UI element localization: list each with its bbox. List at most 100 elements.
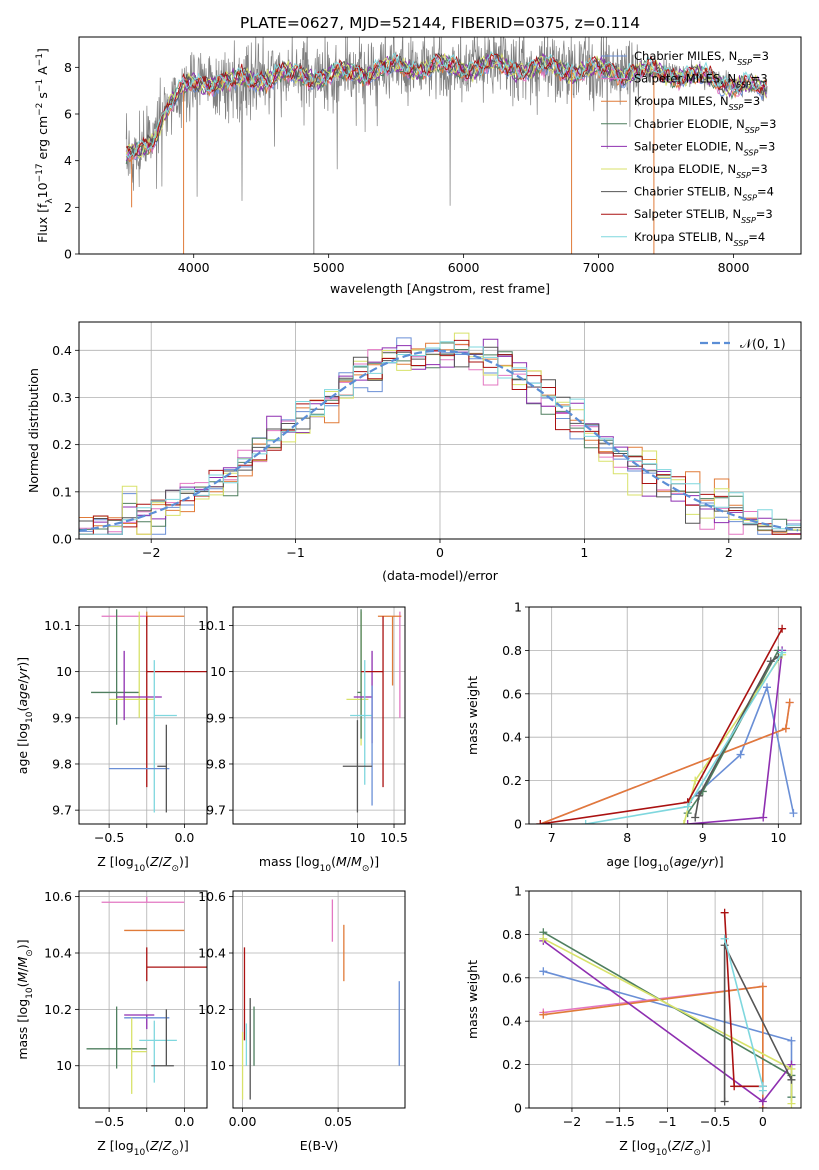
weight-line: [723, 912, 763, 1088]
weight-marker: [539, 967, 548, 976]
weight-series: [720, 941, 796, 1106]
weight-marker: [789, 809, 798, 818]
x-axis-label: Z [log10(Z/Z⊙)]: [97, 1138, 189, 1158]
y-tick-label: 9.8: [52, 756, 72, 771]
mass-vs-metallicity-panel: −0.5 0.0 10 10.2 10.4 10.6 Z [log10(Z/Z⊙)] mass…: [15, 889, 208, 1158]
y-tick-label: 9.7: [52, 803, 72, 818]
x-tick-label: 10: [770, 830, 786, 845]
plot-area: [539, 908, 796, 1108]
y-tick-label: 1: [514, 884, 522, 899]
weight-line: [540, 628, 783, 824]
weight-marker: [787, 1036, 796, 1045]
y-tick-label: 0.4: [502, 1014, 522, 1029]
weight-marker: [785, 698, 794, 707]
x-tick-label: 6000: [448, 260, 480, 275]
axes-frame: [78, 606, 208, 825]
y-tick-label: 9.9: [52, 710, 72, 725]
y-tick-label: 0: [64, 247, 72, 262]
weight-marker: [766, 657, 775, 666]
x-tick-label: 5000: [313, 260, 345, 275]
legend-label: Salpeter MILES, NSSP=3: [634, 72, 768, 90]
x-tick-label: 4000: [178, 260, 210, 275]
histogram-kroupa-stelib: [79, 341, 801, 539]
y-tick-label: 10: [210, 1058, 226, 1073]
legend-label: Kroupa MILES, NSSP=3: [634, 94, 760, 112]
x-tick-label: −0.5: [94, 830, 124, 845]
errorbar-point: [342, 720, 373, 813]
grid-lines: [529, 606, 801, 825]
weight-series: [683, 683, 798, 818]
weight-vs-age-panel: 7 8 9 10 0 0.2 0.4 0.6 0.8 1 age [log10(age/yr)] ma…: [465, 600, 802, 874]
legend-label: Kroupa ELODIE, NSSP=3: [634, 162, 768, 180]
errorbar-point: [153, 660, 177, 813]
plot-area: [536, 624, 798, 824]
plot-area: [86, 896, 207, 1094]
plot-area: [91, 609, 207, 813]
x-axis-label: E(B-V): [300, 1138, 339, 1153]
y-tick-label: 9.7: [206, 803, 226, 818]
weight-marker: [763, 683, 771, 692]
model-spectrum-salpeter-stelib: [125, 53, 767, 158]
y-tick-label: 10: [56, 664, 72, 679]
errorbar-point: [353, 650, 373, 744]
weight-marker: [536, 820, 545, 824]
y-tick-label: 0.2: [52, 437, 72, 452]
y-tick-label: 9.8: [206, 756, 226, 771]
legend-label: Chabrier MILES, NSSP=3: [634, 49, 769, 67]
y-tick-label: 0.0: [52, 532, 72, 547]
spectrum-legend: Chabrier MILES, NSSP=3 Salpeter MILES, NS…: [601, 49, 776, 247]
weight-marker: [730, 1082, 739, 1091]
y-tick-label: 10.4: [44, 946, 72, 961]
x-axis-label: (data-model)/error: [382, 568, 499, 583]
y-tick-label: 1: [514, 600, 522, 615]
weight-marker: [539, 934, 548, 943]
y-tick-label: 4: [64, 153, 72, 168]
y-tick-label: 10.4: [198, 946, 226, 961]
x-axis-label: mass [log10(M/M⊙)]: [259, 854, 379, 874]
weight-marker: [778, 624, 787, 633]
data-spectrum: [125, 37, 768, 206]
errorbar-point: [357, 609, 362, 739]
weight-marker: [691, 813, 700, 822]
x-tick-label: 7: [548, 830, 556, 845]
x-tick-label: −2: [563, 1114, 581, 1129]
plot-area: [342, 609, 402, 813]
errorbar-point: [377, 615, 402, 686]
x-axis-label: age [log10(age/yr)]: [606, 854, 723, 874]
weight-marker: [736, 750, 745, 759]
y-tick-label: 10.2: [44, 1002, 72, 1017]
weight-marker: [787, 1075, 796, 1084]
x-tick-label: 0.05: [324, 1114, 352, 1129]
x-tick-label: −1.5: [604, 1114, 634, 1129]
y-tick-label: 10: [56, 1058, 72, 1073]
mass-vs-ebv-panel: 0.00 0.05 10 10.2 10.4 10.6 E(B-V): [198, 889, 406, 1153]
weight-marker: [720, 1097, 729, 1106]
y-tick-label: 0.6: [502, 970, 522, 985]
weight-marker: [758, 1086, 767, 1095]
y-tick-label: 0.4: [502, 730, 522, 745]
x-tick-label: 2: [725, 545, 733, 560]
x-tick-label: 10: [349, 830, 365, 845]
x-tick-label: −0.5: [94, 1114, 124, 1129]
weight-series: [539, 934, 796, 1108]
y-tick-label: 10.6: [198, 889, 226, 904]
legend-label: Chabrier ELODIE, NSSP=3: [634, 117, 776, 135]
y-tick-label: 0.3: [52, 390, 72, 405]
y-axis-label: mass [log10(M/M⊙)]: [15, 939, 35, 1059]
weight-line: [687, 684, 795, 814]
x-axis-label: Z [log10(Z/Z⊙)]: [619, 1138, 711, 1158]
y-tick-label: 9.9: [206, 710, 226, 725]
y-tick-label: 0.4: [52, 343, 72, 358]
weight-marker: [683, 820, 692, 824]
errorbar-point: [350, 660, 373, 785]
weight-vs-metallicity-panel: −2 −1.5 −1 −0.5 0 0 0.2 0.4 0.6 0.8 1 Z [log10(Z/Z⊙…: [465, 884, 802, 1158]
x-tick-label: 10.5: [380, 830, 408, 845]
legend-label: Kroupa STELIB, NSSP=4: [634, 230, 765, 248]
y-tick-label: 2: [64, 200, 72, 215]
errorbar-point: [146, 611, 185, 626]
axes-frame: [528, 890, 802, 1109]
axes-frame: [78, 321, 802, 540]
legend-label: 𝒩(0, 1): [740, 336, 786, 351]
y-tick-label: 0.2: [502, 1057, 522, 1072]
